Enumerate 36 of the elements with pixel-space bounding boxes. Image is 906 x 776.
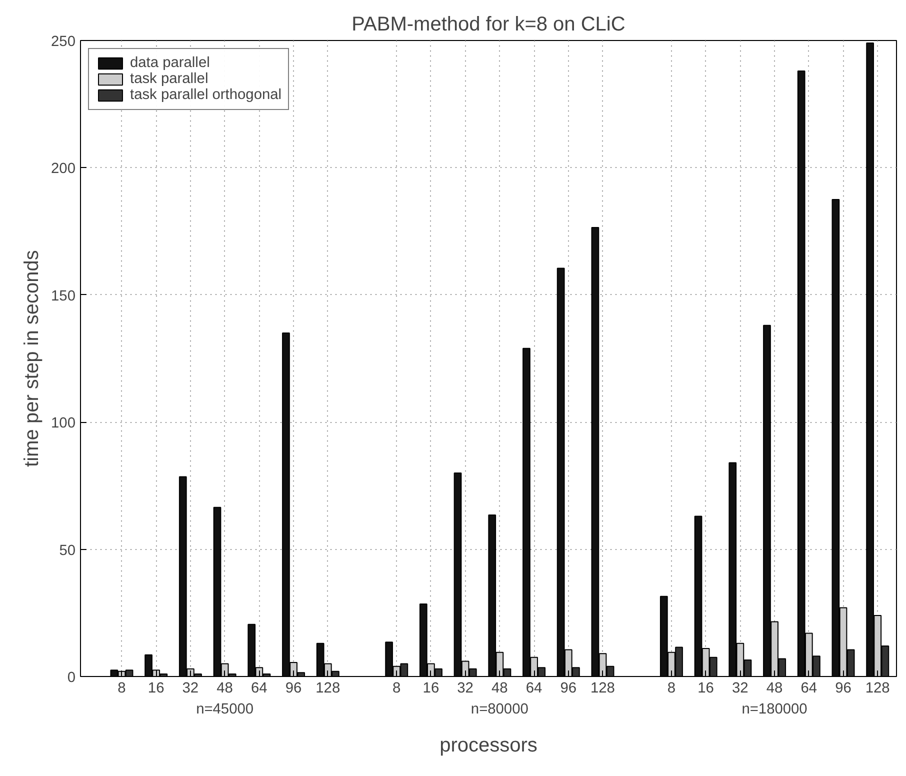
x-tick-label: 8 <box>392 680 401 696</box>
text: n=80000 <box>470 702 528 718</box>
y-tick-label: 100 <box>51 416 76 432</box>
x-tick-label: 64 <box>800 680 818 696</box>
x-tick-label: 128 <box>865 680 890 696</box>
x-tick-label: 128 <box>590 680 615 696</box>
legend-label: task parallel orthogonal <box>130 87 282 103</box>
x-tick-label: 32 <box>457 680 474 696</box>
y-tick-label: 250 <box>51 34 76 50</box>
y-tick-label: 0 <box>67 670 76 686</box>
x-tick-label: 32 <box>732 680 748 696</box>
x-tick-label: 8 <box>667 680 676 696</box>
x-tick-label: 16 <box>148 680 164 696</box>
y-tick-label: 150 <box>51 288 76 304</box>
x-tick-label: 8 <box>118 680 126 696</box>
x-tick-label: 16 <box>422 680 440 696</box>
legend-label: task parallel <box>130 71 208 87</box>
x-tick-label: 16 <box>698 680 714 696</box>
x-tick-label: 64 <box>251 680 268 696</box>
x-tick-label: 48 <box>216 680 233 696</box>
y-axis-title: time per step in seconds <box>21 250 44 467</box>
y-tick-label: 200 <box>51 161 76 178</box>
x-axis-title: processors <box>440 734 538 756</box>
x-tick-label: 96 <box>835 680 852 696</box>
chart-title: PABM-method for k=8 on CLiC <box>352 14 626 36</box>
x-tick-label: 48 <box>766 680 783 696</box>
x-tick-label: 96 <box>560 680 577 696</box>
x-tick-label: 96 <box>285 680 302 696</box>
text: n=180000 <box>742 702 808 718</box>
x-tick-label: 128 <box>316 680 340 696</box>
x-tick-label: 48 <box>492 680 508 696</box>
x-tick-label: 32 <box>182 680 199 696</box>
text: n=45000 <box>196 702 254 718</box>
legend-label: data parallel <box>130 55 210 71</box>
y-tick-label: 50 <box>59 542 76 559</box>
x-tick-label: 64 <box>526 680 542 696</box>
